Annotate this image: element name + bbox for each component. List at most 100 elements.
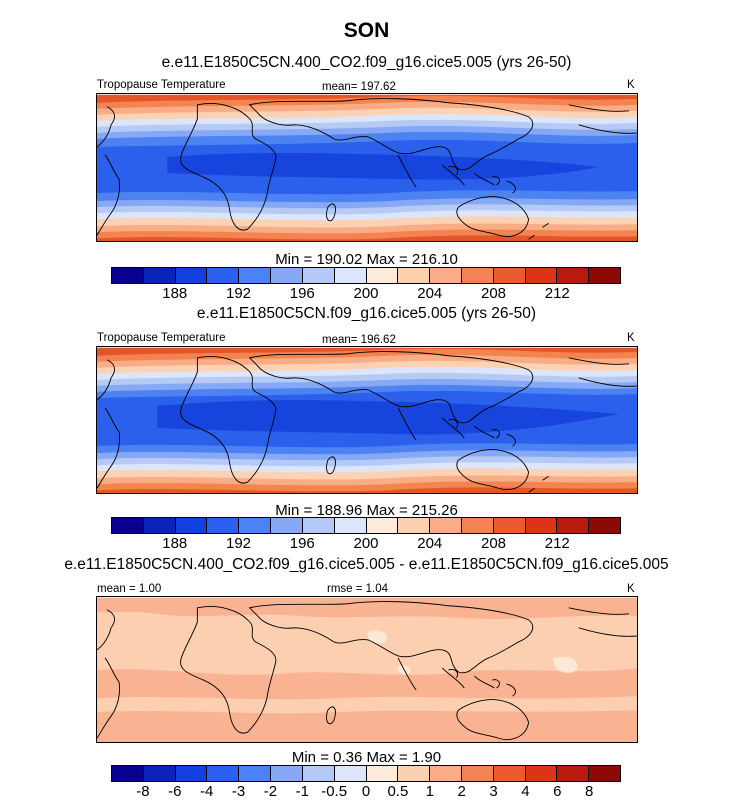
- diff-tropics: [137, 642, 599, 664]
- colorbar-tick-label: 212: [544, 285, 570, 302]
- colorbar-tick-label: -4: [199, 783, 214, 800]
- panel-2-units: K: [627, 332, 635, 344]
- colorbar-tick-label: 204: [417, 535, 443, 552]
- colorbar-tick-label: 3: [489, 783, 498, 800]
- coastlines-1: [97, 98, 637, 240]
- colorbar-swatch: [493, 268, 526, 283]
- colorbar-swatch: [525, 518, 558, 533]
- colorbar-swatch: [430, 268, 462, 283]
- colorbar-swatch: [112, 518, 144, 533]
- colorbar-swatch: [271, 518, 303, 533]
- colorbar-swatch: [112, 268, 144, 283]
- coastlines-2: [97, 351, 637, 493]
- case-title-diff: e.e11.E1850C5CN.400_CO2.f09_g16.cice5.00…: [64, 556, 669, 573]
- colorbar-tick-label: 196: [289, 535, 315, 552]
- colorbar-tick-label: 208: [480, 535, 507, 552]
- map-3-svg: [97, 597, 637, 742]
- colorbar-swatch: [493, 518, 526, 533]
- colorbar-swatch: [589, 268, 620, 283]
- panel-1-variable-label: Tropopause Temperature: [97, 79, 226, 91]
- colorbar-tick-label: 204: [417, 285, 443, 302]
- colorbar-swatch: [175, 518, 208, 533]
- colorbar-tick-label: -1: [295, 783, 309, 800]
- colorbar-tick-label: 192: [225, 285, 252, 302]
- panel-2-min-max: Min = 188.96 Max = 215.26: [275, 502, 458, 519]
- colorbar-tick-label: -6: [168, 783, 182, 800]
- case-title-1: e.e11.E1850C5CN.400_CO2.f09_g16.cice5.00…: [161, 54, 572, 71]
- colorbar-tick-label: 0: [361, 783, 371, 800]
- colorbar-swatch: [112, 766, 144, 781]
- colorbar-swatch: [430, 766, 462, 781]
- colorbar-swatch: [366, 766, 399, 781]
- colorbar-swatch: [461, 268, 494, 283]
- colorbar-swatch: [239, 766, 272, 781]
- colorbar-swatch: [334, 766, 367, 781]
- colorbar-swatch: [557, 518, 590, 533]
- diff-light-1: [553, 656, 578, 673]
- colorbar-swatch: [398, 268, 431, 283]
- season-title: SON: [343, 19, 390, 42]
- colorbar-swatch: [557, 268, 590, 283]
- panel-1-mean-label: mean= 197.62: [322, 81, 396, 93]
- panel-3-rmse-label: rmse = 1.04: [327, 583, 389, 595]
- map-panel-3: [96, 596, 638, 743]
- colorbar-swatch: [239, 268, 272, 283]
- colorbar-tick-label: 200: [353, 285, 379, 302]
- colorbar-tick-label: -0.5: [321, 783, 348, 800]
- colorbar-swatch: [143, 518, 176, 533]
- colorbar-swatch: [366, 268, 399, 283]
- colorbar-swatch: [557, 766, 590, 781]
- colorbar-tick-label: 196: [289, 285, 315, 302]
- colorbar-swatch: [207, 518, 240, 533]
- colorbar-tick-label: 0.5: [387, 783, 409, 800]
- map-panel-1: [96, 93, 638, 242]
- colorbar-swatch: [175, 766, 208, 781]
- colorbar-tick-label: 188: [162, 285, 188, 302]
- colorbar-swatch: [271, 268, 303, 283]
- colorbar-tick-label: 188: [162, 535, 188, 552]
- colorbar-swatch: [589, 518, 620, 533]
- case-title-2: e.e11.E1850C5CN.f09_g16.cice5.005 (yrs 2…: [196, 305, 537, 322]
- panel-3-mean-label: mean = 1.00: [97, 583, 162, 595]
- diff-light-2: [367, 630, 387, 644]
- colorbar-swatch: [175, 268, 208, 283]
- colorbar-swatch: [302, 766, 335, 781]
- colorbar-swatch: [589, 766, 620, 781]
- colorbar-swatch: [525, 766, 558, 781]
- colorbar-swatch: [143, 766, 176, 781]
- colorbar-tick-label: 200: [353, 535, 379, 552]
- colorbar-swatch: [334, 268, 367, 283]
- panel-1-units: K: [627, 79, 635, 91]
- colorbar-tick-label: 208: [480, 285, 507, 302]
- colorbar-tick-label: -8: [136, 783, 150, 800]
- colorbar-swatch: [461, 518, 494, 533]
- colorbar-swatch: [398, 766, 431, 781]
- coastlines-3: [97, 601, 637, 740]
- colorbar-tick-label: 212: [544, 535, 570, 552]
- colorbar-swatch: [525, 268, 558, 283]
- map-1-svg: [97, 94, 637, 241]
- colorbar-swatch: [271, 766, 303, 781]
- colorbar-tick-label: 6: [553, 783, 562, 800]
- colorbar-tick-label: -3: [231, 783, 246, 800]
- colorbar-tick-label: 8: [584, 783, 594, 800]
- map-panel-2: [96, 346, 638, 494]
- colorbar-tick-label: 1: [425, 783, 434, 800]
- colorbar-swatch: [207, 766, 240, 781]
- diff-mid-north: [97, 597, 637, 619]
- map-2-svg: [97, 347, 637, 493]
- panel-2-mean-label: mean= 196.62: [322, 334, 396, 346]
- colorbar-swatch: [239, 518, 272, 533]
- colorbar-swatch: [461, 766, 494, 781]
- colorbar-tick-label: -2: [263, 783, 278, 800]
- colorbar-tick-label: 2: [457, 783, 466, 800]
- colorbar-2: [111, 517, 621, 534]
- colorbar-swatch: [143, 268, 176, 283]
- panel-2-variable-label: Tropopause Temperature: [97, 332, 226, 344]
- colorbar-swatch: [302, 268, 335, 283]
- colorbar-swatch: [334, 518, 367, 533]
- colorbar-swatch: [207, 268, 240, 283]
- panel-3-min-max: Min = 0.36 Max = 1.90: [291, 749, 442, 766]
- colorbar-swatch: [493, 766, 526, 781]
- diff-band: [97, 696, 637, 714]
